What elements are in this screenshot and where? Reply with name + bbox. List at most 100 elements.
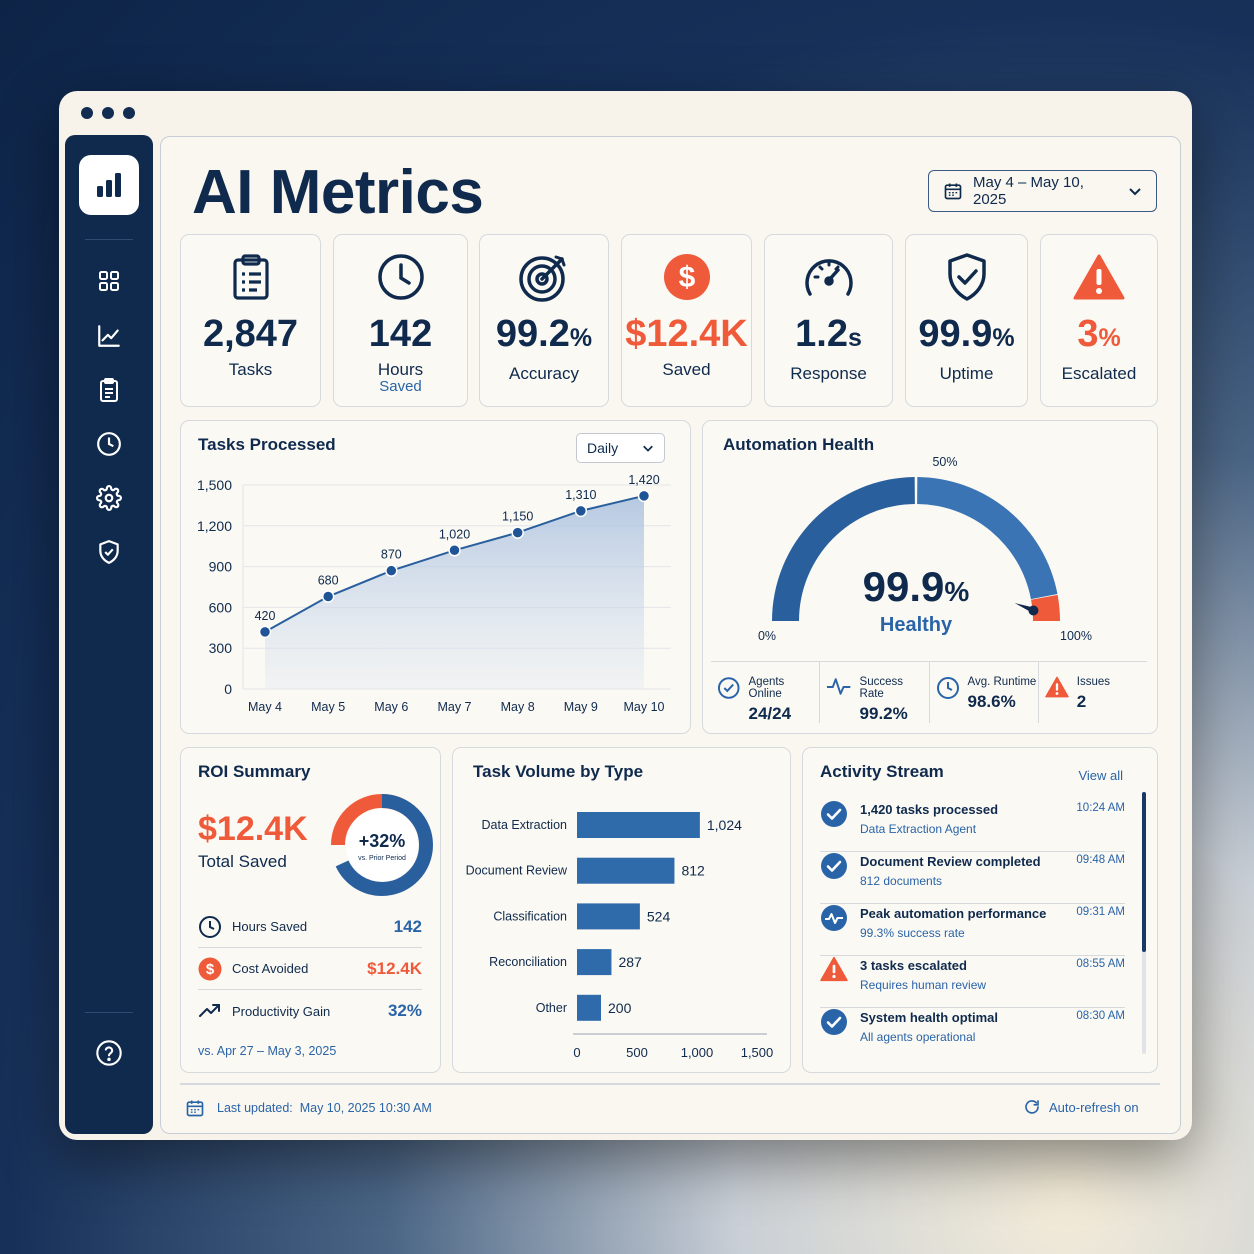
window-dot[interactable] bbox=[123, 107, 135, 119]
activity-item[interactable]: 3 tasks escalated Requires human review 0… bbox=[820, 956, 1125, 1008]
x-tick-label: 500 bbox=[626, 1045, 648, 1060]
sidebar-divider bbox=[85, 1012, 133, 1013]
gauge-mid-label: 50% bbox=[932, 455, 957, 469]
bar-category-label: Classification bbox=[493, 909, 567, 923]
bar bbox=[577, 994, 601, 1021]
clock-icon bbox=[199, 915, 221, 938]
card-title: Tasks Processed bbox=[198, 435, 336, 454]
sidebar-item-settings[interactable] bbox=[95, 484, 123, 512]
gauge-segment bbox=[917, 477, 1058, 600]
kpi-unit: % bbox=[569, 324, 593, 352]
activity-subtitle: 812 documents bbox=[860, 874, 943, 888]
roi-row-label: Cost Avoided bbox=[232, 961, 309, 976]
activity-item[interactable]: Peak automation performance 99.3% success… bbox=[820, 904, 1125, 956]
y-tick-label: 300 bbox=[209, 640, 233, 656]
sidebar bbox=[65, 135, 153, 1134]
clock-icon bbox=[377, 254, 424, 300]
data-point bbox=[574, 504, 588, 518]
activity-item[interactable]: System health optimal All agents operatio… bbox=[820, 1008, 1125, 1060]
scrollbar-thumb[interactable] bbox=[1142, 792, 1146, 952]
bar bbox=[577, 812, 700, 838]
kpi-card-cost-saved[interactable]: $ $12.4K Saved bbox=[621, 234, 752, 407]
kpi-label: Response bbox=[790, 364, 867, 383]
card-title: ROI Summary bbox=[198, 762, 311, 781]
kpi-card-tasks[interactable]: 2,847 Tasks bbox=[180, 234, 321, 407]
y-tick-label: 900 bbox=[209, 559, 233, 575]
roi-donut-chart: +32% vs. Prior Period bbox=[331, 794, 433, 896]
pulse-icon bbox=[827, 678, 851, 695]
area-fill bbox=[265, 495, 644, 689]
dollar-icon: $ bbox=[198, 957, 222, 980]
kpi-card-uptime[interactable]: 99.9% Uptime bbox=[905, 234, 1028, 407]
donut-center-value: +32% bbox=[359, 831, 406, 851]
speedometer-icon bbox=[804, 259, 853, 296]
period-select[interactable]: Daily bbox=[576, 433, 665, 463]
calendar-icon bbox=[186, 1100, 204, 1117]
task-volume-card: Task Volume by Type Data Extraction 1,024… bbox=[452, 747, 791, 1073]
svg-text:$: $ bbox=[206, 961, 215, 978]
roi-total-label: Total Saved bbox=[198, 852, 287, 871]
data-point bbox=[637, 489, 651, 503]
tasks-processed-card: Tasks Processed Daily 0 300 600 900 1,200 1,5… bbox=[180, 420, 691, 734]
window-dot[interactable] bbox=[102, 107, 114, 119]
activity-time: 09:31 AM bbox=[1076, 906, 1125, 918]
activity-item[interactable]: Document Review completed 812 documents 0… bbox=[820, 852, 1125, 904]
check-circle-icon bbox=[821, 801, 847, 827]
app-logo[interactable] bbox=[79, 155, 139, 215]
kpi-value: 3 bbox=[1077, 313, 1099, 355]
clock-icon bbox=[936, 677, 959, 699]
bar bbox=[577, 903, 640, 930]
window-dot[interactable] bbox=[81, 107, 93, 119]
data-label: 1,020 bbox=[439, 527, 470, 541]
card-title: Task Volume by Type bbox=[473, 762, 644, 781]
main-panel: AI Metrics May 4 – May 10, 2025 2,847 Ta… bbox=[160, 136, 1181, 1134]
sidebar-item-dashboard[interactable] bbox=[95, 267, 123, 295]
activity-title: System health optimal bbox=[860, 1010, 998, 1025]
warning-icon bbox=[820, 956, 848, 982]
x-tick-label: May 9 bbox=[564, 700, 598, 714]
x-tick-label: May 8 bbox=[501, 700, 535, 714]
gear-icon bbox=[96, 485, 122, 511]
roi-total-value: $12.4K bbox=[198, 810, 308, 848]
sidebar-item-security[interactable] bbox=[95, 538, 123, 566]
x-tick-label: 0 bbox=[573, 1045, 580, 1060]
x-tick-label: 1,000 bbox=[681, 1045, 714, 1060]
activity-stream-card: Activity Stream View all 1,420 tasks pro… bbox=[802, 747, 1158, 1073]
activity-title: 1,420 tasks processed bbox=[860, 802, 999, 817]
tasks-line-chart: 0 300 600 900 1,200 1,500 420 May 4 680 May 5 870 M… bbox=[197, 473, 671, 714]
window-controls bbox=[81, 107, 135, 119]
sidebar-item-tasks[interactable] bbox=[95, 376, 123, 404]
kpi-card-hours-saved[interactable]: 142 Hours Saved bbox=[333, 234, 468, 407]
kpi-label: Tasks bbox=[228, 360, 273, 379]
donut-hole bbox=[346, 809, 418, 881]
kpi-label: Escalated bbox=[1061, 364, 1137, 383]
period-select-value: Daily bbox=[587, 440, 619, 456]
roi-summary-card: ROI Summary $12.4K Total Saved +32% vs. P… bbox=[180, 747, 441, 1073]
view-all-link[interactable]: View all bbox=[1078, 768, 1123, 783]
kpi-label: Uptime bbox=[939, 364, 994, 383]
sidebar-item-help[interactable] bbox=[95, 1039, 123, 1067]
stat-label: Agents Online bbox=[748, 676, 785, 700]
roi-row-label: Hours Saved bbox=[232, 919, 308, 934]
donut-slice bbox=[331, 794, 433, 896]
roi-footnote: vs. Apr 27 – May 3, 2025 bbox=[198, 1044, 337, 1058]
sidebar-item-history[interactable] bbox=[95, 430, 123, 458]
sidebar-item-analytics[interactable] bbox=[95, 322, 123, 350]
stat-issues: Issues 2 bbox=[1039, 662, 1147, 723]
gauge-min-label: 0% bbox=[758, 629, 776, 643]
task-volume-bar-chart: Data Extraction 1,024 Document Review 812 Cl… bbox=[466, 812, 773, 1060]
y-tick-label: 1,500 bbox=[197, 477, 232, 493]
kpi-card-escalated[interactable]: 3% Escalated bbox=[1040, 234, 1158, 407]
kpi-unit: % bbox=[1098, 324, 1121, 352]
date-range-picker[interactable]: May 4 – May 10, 2025 bbox=[928, 170, 1157, 212]
activity-item[interactable]: 1,420 tasks processed Data Extraction Age… bbox=[820, 800, 1125, 852]
pulse-icon bbox=[821, 905, 847, 931]
data-point bbox=[258, 625, 272, 639]
bar-value-label: 287 bbox=[618, 954, 642, 970]
gauge-value-unit: % bbox=[944, 576, 969, 607]
kpi-card-accuracy[interactable]: 99.2% Accuracy bbox=[479, 234, 609, 407]
auto-refresh-toggle[interactable]: Auto-refresh on bbox=[1023, 1098, 1139, 1116]
kpi-value: 1.2 bbox=[795, 313, 848, 355]
kpi-card-response[interactable]: 1.2s Response bbox=[764, 234, 893, 407]
kpi-label: Accuracy bbox=[509, 364, 579, 383]
